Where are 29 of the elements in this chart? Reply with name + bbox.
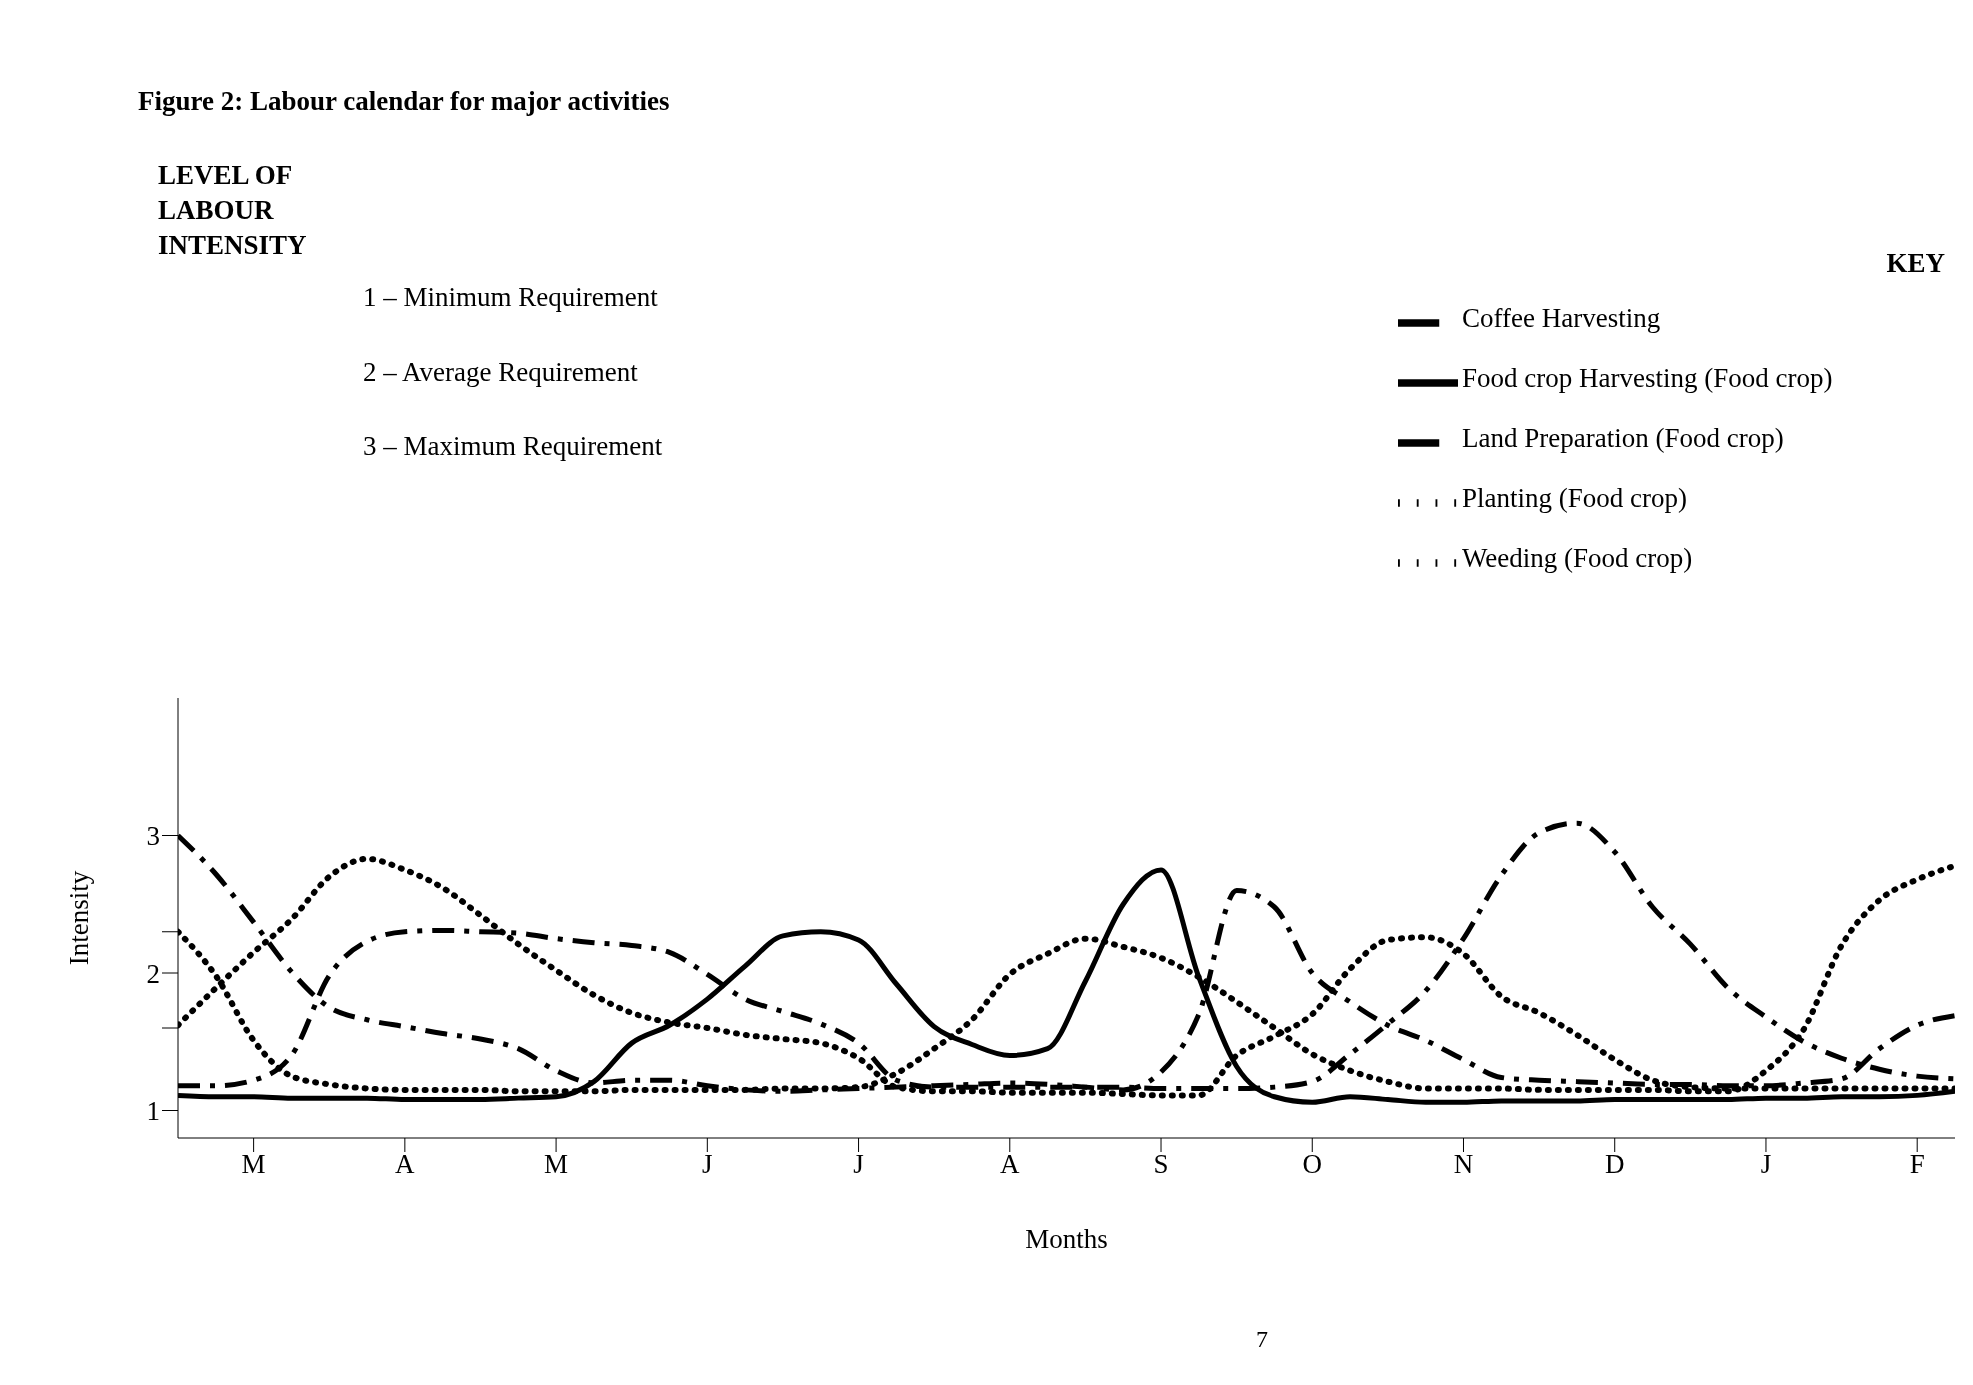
text: 7 — [1256, 1325, 1268, 1354]
x-tick-label: J — [702, 1149, 713, 1180]
x-tick-label: A — [1000, 1149, 1021, 1180]
legend-label: Coffee Harvesting — [1462, 302, 1661, 333]
legend-label: Land Preparation (Food crop) — [1462, 422, 1784, 453]
legend-label: Weeding (Food crop) — [1462, 542, 1693, 573]
x-tick-label: D — [1604, 1149, 1625, 1180]
x-tick-label: N — [1453, 1149, 1474, 1180]
x-tick-label: M — [241, 1149, 266, 1180]
legend-title: KEY — [1886, 248, 1945, 279]
x-tick-label: J — [853, 1149, 864, 1180]
y-tick-label: 1 — [146, 1096, 160, 1127]
x-tick-label: F — [1909, 1149, 1925, 1180]
y-axis-title: Intensity — [63, 870, 94, 966]
y-tick-label: 2 — [146, 958, 160, 989]
text: 1 – Minimum Requirement — [363, 281, 658, 314]
x-tick-label: A — [395, 1149, 416, 1180]
x-tick-label: S — [1153, 1149, 1169, 1180]
chart-title: Figure 2: Labour calendar for major activities — [138, 86, 670, 117]
x-tick-label: M — [544, 1149, 569, 1180]
x-tick-label: O — [1302, 1149, 1323, 1180]
legend-label: Food crop Harvesting (Food crop) — [1462, 362, 1833, 393]
legend-label: Planting (Food crop) — [1462, 482, 1687, 513]
text: LEVEL OF LABOUR INTENSITY — [158, 159, 308, 263]
x-axis-title: Months — [1025, 1224, 1108, 1254]
x-tick-label: J — [1760, 1149, 1772, 1180]
text: 3 – Maximum Requirement — [363, 430, 663, 463]
text: 2 – Average Requirement — [363, 356, 638, 389]
y-tick-label: 3 — [146, 821, 160, 852]
